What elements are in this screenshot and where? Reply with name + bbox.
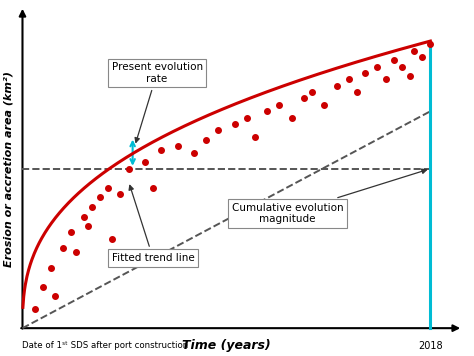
- Point: [173, 143, 181, 149]
- Text: Erosion or accretion area (km²): Erosion or accretion area (km²): [3, 70, 13, 267]
- Point: [398, 64, 406, 69]
- Point: [333, 83, 340, 89]
- Text: Time (years): Time (years): [182, 339, 271, 352]
- Point: [288, 115, 295, 120]
- Point: [141, 159, 149, 165]
- Point: [215, 127, 222, 133]
- Point: [96, 194, 104, 200]
- Text: Fitted trend line: Fitted trend line: [112, 185, 194, 263]
- Point: [157, 147, 165, 152]
- Point: [202, 137, 210, 143]
- Point: [84, 223, 91, 229]
- Point: [72, 249, 79, 255]
- Point: [117, 191, 124, 197]
- Point: [382, 77, 389, 82]
- Point: [88, 204, 96, 210]
- Point: [68, 230, 75, 235]
- Point: [361, 70, 369, 76]
- Point: [419, 54, 426, 60]
- Point: [80, 214, 88, 219]
- Text: Date of 1ˢᵗ SDS after port construction: Date of 1ˢᵗ SDS after port construction: [22, 341, 189, 350]
- Point: [300, 96, 308, 101]
- Point: [243, 115, 251, 120]
- Point: [190, 150, 198, 156]
- Text: 2018: 2018: [418, 341, 443, 351]
- Point: [231, 121, 238, 127]
- Point: [51, 293, 59, 299]
- Text: Cumulative evolution
magnitude: Cumulative evolution magnitude: [232, 169, 427, 224]
- Point: [104, 185, 112, 191]
- Point: [374, 64, 381, 69]
- Point: [353, 89, 361, 95]
- Point: [410, 48, 418, 53]
- Point: [109, 236, 116, 242]
- Point: [345, 77, 353, 82]
- Point: [125, 166, 132, 172]
- Point: [320, 102, 328, 108]
- Point: [59, 246, 67, 251]
- Point: [47, 265, 55, 271]
- Point: [390, 57, 398, 63]
- Point: [149, 185, 157, 191]
- Point: [427, 41, 434, 47]
- Point: [251, 134, 259, 140]
- Point: [31, 306, 38, 312]
- Point: [308, 89, 316, 95]
- Text: Present evolution
rate: Present evolution rate: [111, 62, 203, 142]
- Point: [276, 102, 283, 108]
- Point: [406, 73, 414, 79]
- Point: [39, 284, 46, 289]
- Point: [264, 108, 271, 114]
